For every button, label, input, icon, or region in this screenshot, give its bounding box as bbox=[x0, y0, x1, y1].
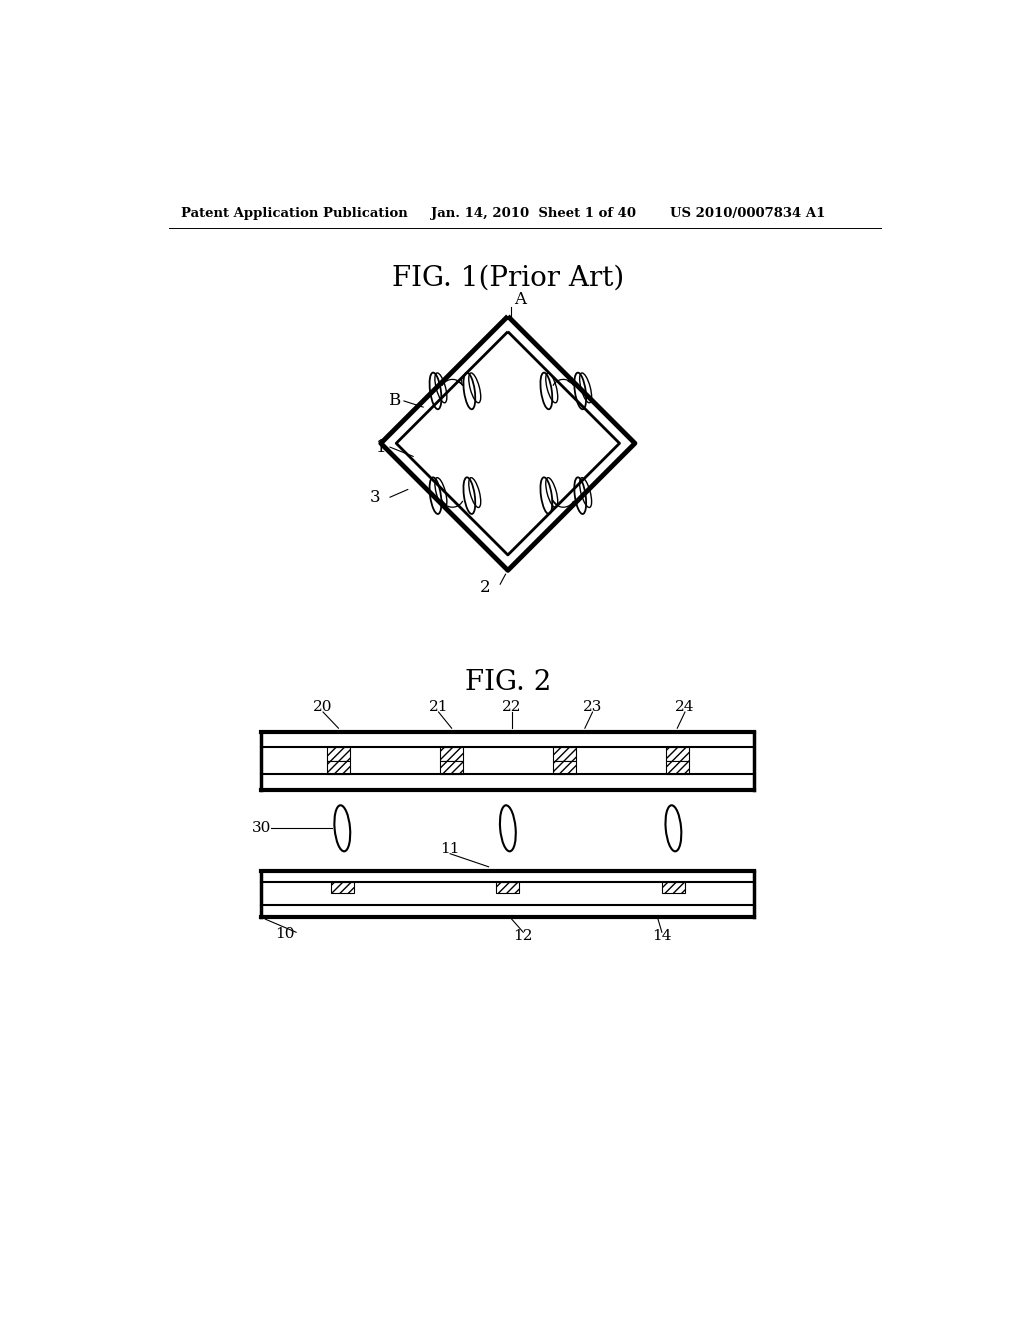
Text: A: A bbox=[514, 290, 526, 308]
Text: 2: 2 bbox=[480, 578, 490, 595]
Text: 3: 3 bbox=[371, 488, 381, 506]
Text: FIG. 2: FIG. 2 bbox=[465, 668, 551, 696]
Bar bbox=[553, 747, 575, 762]
Text: Jan. 14, 2010  Sheet 1 of 40: Jan. 14, 2010 Sheet 1 of 40 bbox=[431, 207, 636, 220]
Text: 22: 22 bbox=[502, 701, 521, 714]
Text: 12: 12 bbox=[513, 929, 534, 942]
Text: 14: 14 bbox=[652, 929, 672, 942]
Text: 24: 24 bbox=[675, 701, 694, 714]
Bar bbox=[440, 760, 463, 775]
Text: 20: 20 bbox=[313, 701, 333, 714]
Bar bbox=[666, 747, 689, 762]
Text: FIG. 1(Prior Art): FIG. 1(Prior Art) bbox=[392, 264, 624, 292]
Bar bbox=[497, 882, 519, 892]
Bar bbox=[327, 760, 350, 775]
Bar bbox=[662, 882, 685, 892]
Text: 11: 11 bbox=[440, 842, 460, 857]
Text: B: B bbox=[388, 392, 400, 409]
Bar bbox=[331, 882, 354, 892]
Text: 1: 1 bbox=[376, 438, 386, 455]
Text: 10: 10 bbox=[274, 927, 294, 941]
Bar bbox=[553, 760, 575, 775]
Text: Patent Application Publication: Patent Application Publication bbox=[180, 207, 408, 220]
Text: 23: 23 bbox=[583, 701, 602, 714]
Bar bbox=[666, 760, 689, 775]
Bar bbox=[327, 747, 350, 762]
Text: 21: 21 bbox=[429, 701, 449, 714]
Bar bbox=[440, 747, 463, 762]
Text: 30: 30 bbox=[252, 821, 271, 836]
Text: US 2010/0007834 A1: US 2010/0007834 A1 bbox=[670, 207, 825, 220]
